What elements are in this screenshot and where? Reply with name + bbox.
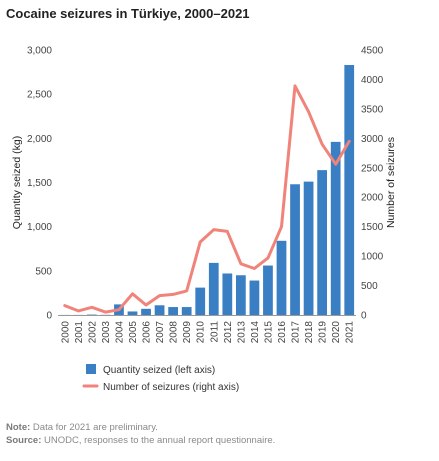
x-tick-label: 2005 [128, 321, 139, 344]
chart-title: Cocaine seizures in Türkiye, 2000–2021 [6, 6, 250, 21]
x-tick-label: 2018 [304, 321, 315, 344]
x-tick-label: 2019 [318, 321, 329, 344]
y-right-tick-label: 500 [361, 281, 378, 292]
legend-bar-swatch [86, 364, 96, 374]
y-left-tick-label: 2,000 [27, 134, 52, 145]
y-left-tick-label: 500 [35, 266, 52, 277]
x-tick-label: 2010 [196, 321, 207, 344]
bar-2006 [141, 308, 151, 315]
bar-2017 [290, 184, 300, 315]
x-tick-label: 2001 [74, 321, 85, 344]
line-layer [63, 84, 351, 314]
x-tick-label: 2021 [345, 321, 356, 344]
y-left-tick-label: 2,500 [27, 90, 52, 101]
y-left-axis-title: Quantity seized (kg) [11, 136, 23, 229]
bar-2005 [127, 311, 138, 315]
bar-2021 [344, 65, 355, 316]
x-tick-label: 2004 [114, 321, 125, 344]
note-text: Data for 2021 are preliminary. [32, 422, 158, 433]
x-tick-label: 2012 [223, 321, 234, 344]
legend: Quantity seized (left axis) Number of sei… [82, 364, 239, 393]
x-tick-label: 2011 [209, 321, 220, 343]
y-right-tick-label: 4500 [361, 46, 384, 57]
y-right-tick-label: 3000 [361, 134, 384, 145]
x-tick-label: 2016 [277, 321, 288, 344]
bar-2016 [276, 240, 287, 315]
y-left-tick-label: 1,500 [27, 178, 52, 189]
y-right-tick-label: 1500 [361, 222, 384, 233]
x-tick-label: 2015 [263, 321, 274, 344]
bar-2019 [317, 170, 328, 315]
bar-2018 [303, 181, 314, 315]
bar-2020 [330, 141, 341, 315]
x-tick-label: 2017 [291, 321, 302, 344]
y-left-tick-label: 1,000 [27, 222, 52, 233]
bar-2015 [263, 265, 273, 315]
legend-bar-label: Quantity seized (left axis) [103, 365, 215, 376]
x-tick-label: 2014 [250, 321, 261, 344]
bar-2007 [154, 305, 165, 315]
bar-2012 [222, 273, 233, 315]
y-right-tick-label: 0 [361, 311, 367, 322]
bars-layer [59, 65, 355, 316]
x-tick-label: 2020 [331, 321, 342, 344]
axes-layer: 0 500 1,000 1,500 2,000 2,500 3,000 0 500 1000 150… [11, 46, 397, 344]
y-right-tick-label: 3500 [361, 104, 384, 115]
x-tick-label: 2003 [101, 321, 112, 344]
source-text: UNODC, responses to the annual report qu… [44, 435, 276, 446]
x-tick-label: 2007 [155, 321, 166, 344]
y-right-tick-label: 2500 [361, 163, 384, 174]
y-right-tick-label: 1000 [361, 252, 384, 263]
y-left-tick-label: 3,000 [27, 46, 52, 57]
x-tick-label: 2002 [87, 321, 98, 344]
note-label: Note: [6, 422, 31, 433]
y-right-axis-title: Number of seizures [385, 137, 397, 228]
bar-2013 [235, 275, 246, 315]
seizures-line [63, 84, 351, 314]
y-right-tick-label: 4000 [361, 75, 384, 86]
bar-2011 [208, 262, 219, 315]
bar-2009 [181, 307, 192, 315]
note-line: Note: Data for 2021 are preliminary. [6, 421, 275, 434]
bar-2010 [195, 287, 206, 315]
legend-line-label: Number of seizures (right axis) [103, 382, 239, 393]
x-tick-label: 2008 [169, 321, 180, 344]
bar-2008 [168, 307, 179, 315]
x-tick-label: 2013 [236, 321, 247, 344]
y-left-tick-label: 0 [46, 311, 52, 322]
footnotes: Note: Data for 2021 are preliminary. Sou… [6, 421, 275, 447]
x-tick-label: 2006 [142, 321, 153, 344]
y-right-tick-label: 2000 [361, 193, 384, 204]
x-tick-label: 2009 [182, 321, 193, 344]
bar-2014 [249, 280, 260, 315]
source-label: Source: [6, 435, 42, 446]
x-tick-label: 2000 [60, 321, 71, 344]
source-line: Source: UNODC, responses to the annual r… [6, 434, 275, 447]
